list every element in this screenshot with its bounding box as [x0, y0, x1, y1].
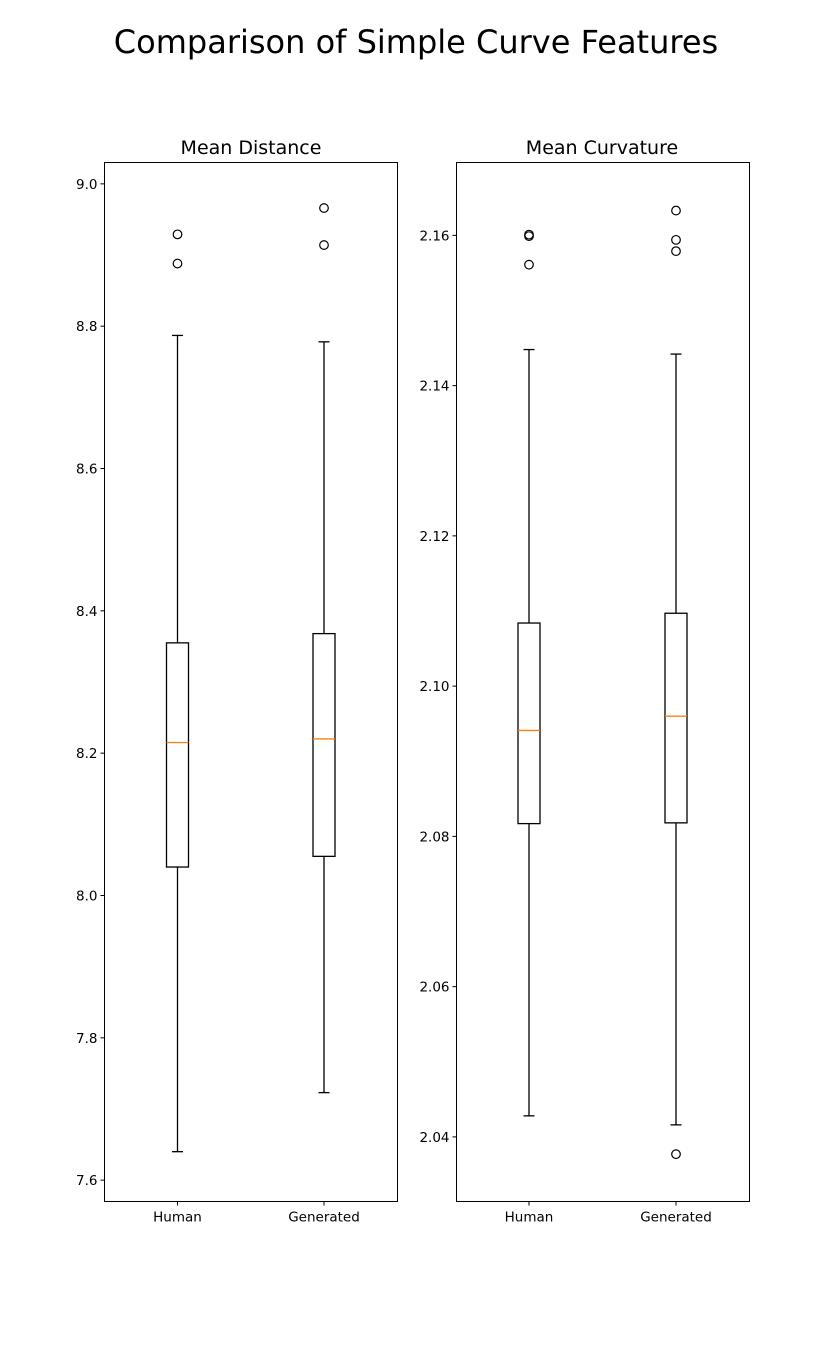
x-tick-label: Generated	[640, 1210, 712, 1226]
box-generated	[312, 203, 336, 1094]
y-tick-label: 2.12	[419, 529, 449, 545]
y-tick-label: 2.06	[419, 980, 449, 996]
iqr-box	[664, 612, 688, 824]
outlier-point	[172, 258, 183, 269]
y-tick-label: 2.04	[419, 1130, 449, 1146]
outlier-point	[524, 229, 534, 240]
iqr-box	[165, 642, 190, 868]
iqr-box	[517, 622, 541, 825]
x-tick-label: Generated	[288, 1210, 360, 1226]
y-tick-label: 2.08	[419, 829, 449, 845]
y-tick-label: 8.4	[76, 604, 97, 620]
y-tick-label: 8.6	[76, 462, 97, 478]
y-tick-label: 9.0	[76, 177, 97, 193]
box-human	[165, 229, 190, 1153]
box-generated	[664, 205, 688, 1160]
outlier-point	[671, 1149, 681, 1160]
panel-mean-distance: Mean Distance 7.6 7.8 8.0 8.2 8.4 8.6 8.8 9.0 Hu…	[76, 137, 398, 1226]
y-tick-label: 2.16	[419, 228, 449, 244]
box-human	[517, 229, 541, 1117]
outlier-point	[172, 229, 183, 240]
outlier-point	[524, 259, 534, 270]
outlier-point	[671, 234, 681, 245]
outlier-point	[671, 205, 681, 216]
outlier-point	[319, 240, 329, 250]
y-tick-label: 8.2	[76, 746, 97, 762]
panel-mean-curvature: Mean Curvature 2.04 2.06 2.08 2.10 2.12 2.14 2…	[419, 137, 750, 1226]
y-tick-label: 8.8	[76, 319, 97, 335]
x-tick-label: Human	[153, 1210, 202, 1226]
outlier-point	[671, 246, 681, 257]
figure-title: Comparison of Simple Curve Features	[114, 23, 718, 61]
panel-title: Mean Curvature	[526, 137, 678, 159]
iqr-box	[312, 632, 336, 858]
y-tick-label: 7.8	[76, 1031, 97, 1047]
y-tick-label: 8.0	[76, 888, 97, 904]
y-tick-label: 2.14	[419, 379, 449, 395]
axes-frame	[456, 162, 750, 1202]
outlier-point	[319, 203, 329, 213]
y-tick-label: 7.6	[76, 1173, 97, 1189]
axes-frame	[104, 162, 398, 1202]
x-tick-label: Human	[505, 1210, 554, 1226]
y-tick-label: 2.10	[419, 679, 449, 695]
panel-title: Mean Distance	[181, 137, 322, 159]
